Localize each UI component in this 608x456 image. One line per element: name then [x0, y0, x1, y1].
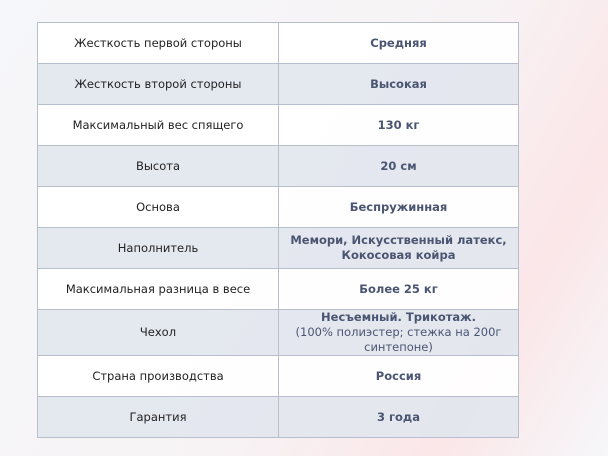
spec-value-line: Кокосовая койра — [341, 248, 456, 262]
spec-value-line: Россия — [375, 368, 422, 383]
spec-value: 20 см — [278, 145, 519, 187]
spec-value: Несъемный. Трикотаж. (100% полиэстер; сте… — [278, 309, 519, 356]
table-row: Страна производства Россия — [37, 355, 519, 397]
spec-value: Средняя — [278, 22, 519, 64]
table-row: Наполнитель Мемори, Искусственный латекс,… — [37, 227, 519, 269]
spec-value-line: Несъемный. Трикотаж. — [321, 310, 476, 324]
spec-label: Высота — [37, 145, 279, 187]
table-row: Гарантия 3 года — [37, 396, 519, 438]
spec-label: Наполнитель — [37, 227, 279, 269]
table-row: Максимальная разница в весе Более 25 кг — [37, 268, 519, 310]
spec-value-line: Средняя — [370, 35, 427, 50]
spec-value-line: 20 см — [380, 158, 417, 173]
spec-value: 3 года — [278, 396, 519, 438]
spec-label: Гарантия — [37, 396, 279, 438]
spec-label: Основа — [37, 186, 279, 228]
spec-label: Максимальный вес спящего — [37, 104, 279, 146]
specs-table: Жесткость первой стороны Средняя Жесткость… — [37, 22, 519, 438]
spec-label: Максимальная разница в весе — [37, 268, 279, 310]
spec-value: Более 25 кг — [278, 268, 519, 310]
spec-value: Мемори, Искусственный латекс, Кокосовая к… — [278, 227, 519, 269]
table-row: Чехол Несъемный. Трикотаж. (100% полиэстер… — [37, 309, 519, 356]
table-row: Жесткость первой стороны Средняя — [37, 22, 519, 64]
spec-label: Страна производства — [37, 355, 279, 397]
table-row: Высота 20 см — [37, 145, 519, 187]
spec-label: Чехол — [37, 309, 279, 356]
spec-value: Беспружинная — [278, 186, 519, 228]
table-row: Максимальный вес спящего 130 кг — [37, 104, 519, 146]
spec-value: Россия — [278, 355, 519, 397]
spec-value-line: 3 года — [377, 409, 420, 424]
spec-value-note: (100% полиэстер; стежка на 200г синтепон… — [295, 325, 502, 354]
spec-value-line: Более 25 кг — [359, 281, 438, 296]
spec-value: Высокая — [278, 63, 519, 105]
spec-value-line: Беспружинная — [349, 199, 448, 214]
table-row: Основа Беспружинная — [37, 186, 519, 228]
spec-value-line: Высокая — [370, 76, 427, 91]
spec-value-line: Мемори, Искусственный латекс, — [290, 233, 507, 247]
spec-value: 130 кг — [278, 104, 519, 146]
spec-value-line: 130 кг — [377, 117, 420, 132]
spec-label: Жесткость первой стороны — [37, 22, 279, 64]
table-row: Жесткость второй стороны Высокая — [37, 63, 519, 105]
spec-label: Жесткость второй стороны — [37, 63, 279, 105]
